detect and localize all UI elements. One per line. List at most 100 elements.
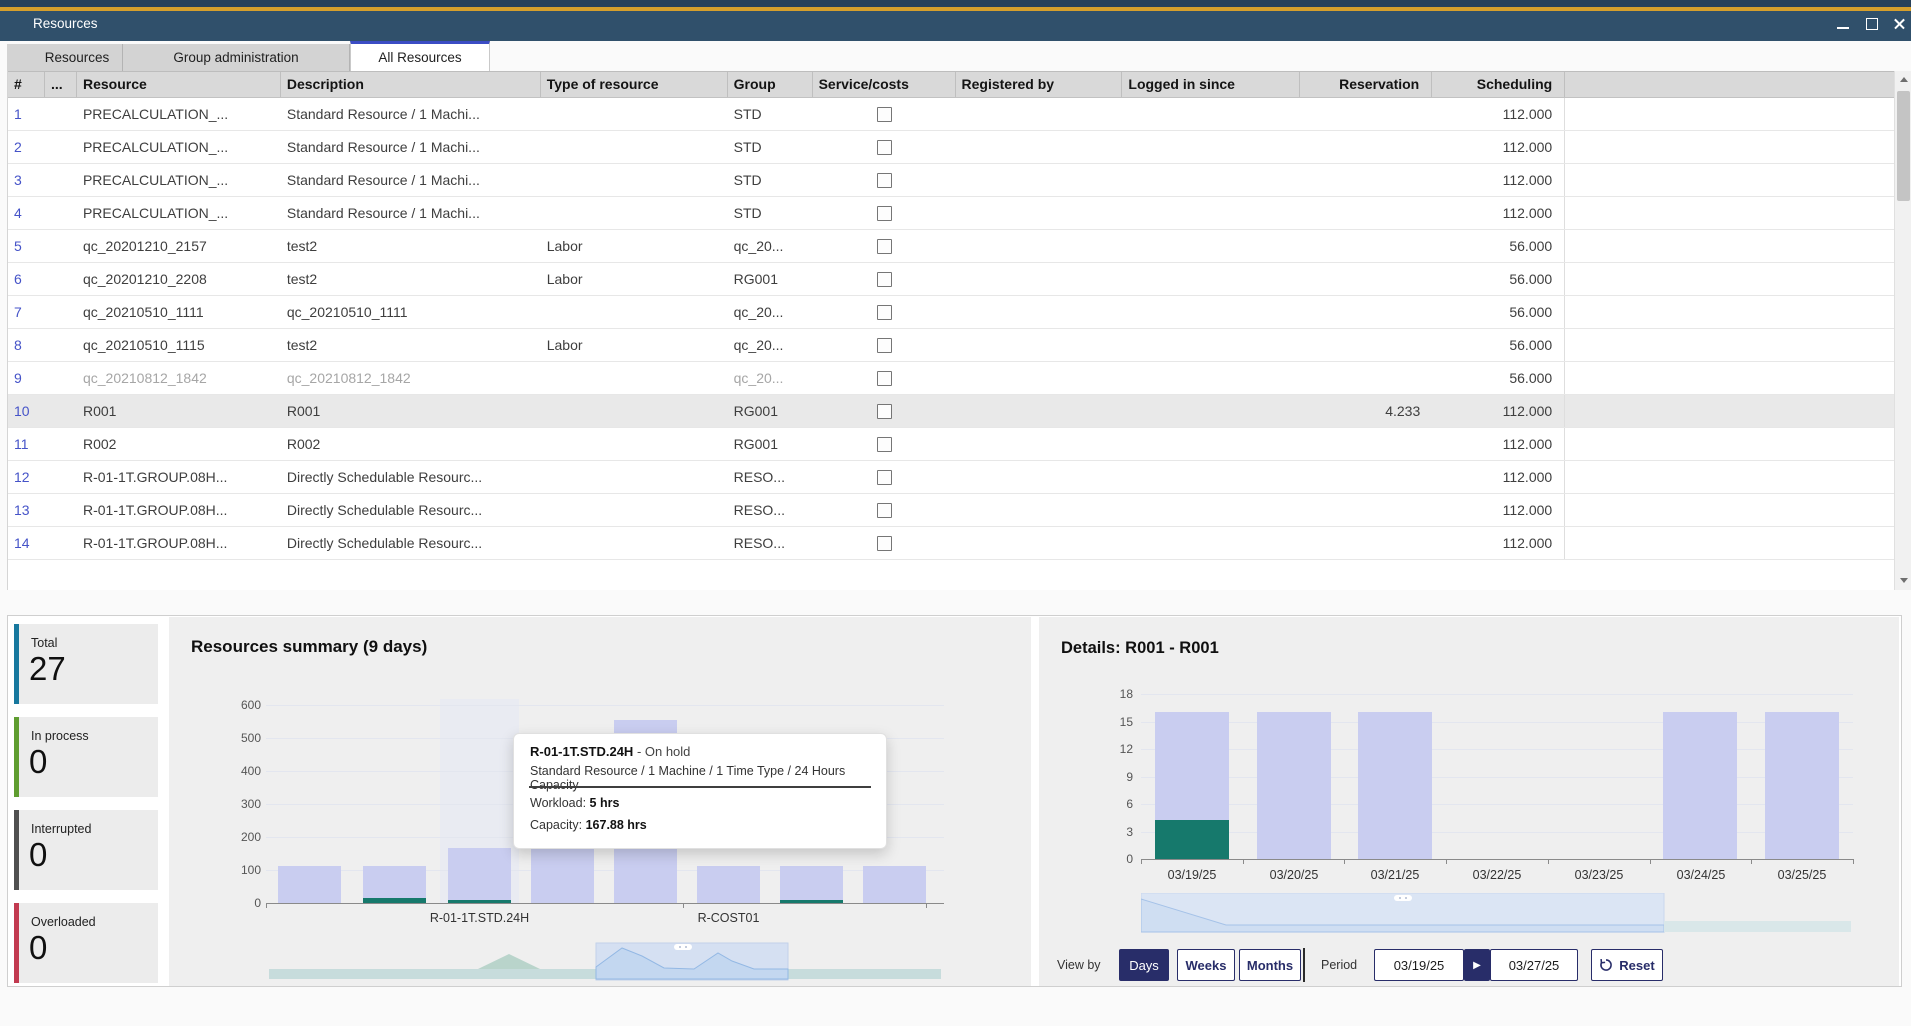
- period-start-input[interactable]: 03/19/25: [1374, 949, 1464, 981]
- capacity-bar[interactable]: [780, 866, 843, 903]
- column-header-logged-in-since[interactable]: Logged in since: [1122, 72, 1300, 97]
- table-row[interactable]: 3PRECALCULATION_...Standard Resource / 1…: [8, 164, 1894, 197]
- row-number[interactable]: 1: [8, 98, 45, 130]
- tooltip-workload-value: 5 hrs: [590, 796, 620, 810]
- cell-service-costs: [813, 461, 956, 493]
- column-header-registered-by[interactable]: Registered by: [956, 72, 1123, 97]
- service-costs-checkbox[interactable]: [877, 470, 892, 485]
- reset-button[interactable]: Reset: [1591, 949, 1663, 981]
- table-row[interactable]: 5qc_20201210_2157test2Laborqc_20...56.00…: [8, 230, 1894, 263]
- table-row[interactable]: 6qc_20201210_2208test2LaborRG00156.000: [8, 263, 1894, 296]
- table-row[interactable]: 7qc_20210510_1111qc_20210510_1111qc_20..…: [8, 296, 1894, 329]
- row-number[interactable]: 6: [8, 263, 45, 295]
- capacity-bar[interactable]: [863, 866, 926, 903]
- capacity-bar[interactable]: [1358, 712, 1432, 859]
- details-chart-navigator[interactable]: [1141, 893, 1853, 937]
- service-costs-checkbox[interactable]: [877, 206, 892, 221]
- capacity-bar[interactable]: [531, 849, 594, 903]
- period-next-button[interactable]: ▶: [1464, 949, 1490, 981]
- cell-description: Directly Schedulable Resourc...: [281, 461, 541, 493]
- service-costs-checkbox[interactable]: [877, 107, 892, 122]
- minimize-button[interactable]: [1831, 13, 1855, 35]
- service-costs-checkbox[interactable]: [877, 338, 892, 353]
- column-header-service-costs[interactable]: Service/costs: [813, 72, 956, 97]
- column-header-reservation[interactable]: Reservation: [1300, 72, 1432, 97]
- cell-resource: PRECALCULATION_...: [77, 164, 281, 196]
- cell-registered-by: [956, 296, 1123, 328]
- scroll-down-button[interactable]: [1895, 572, 1911, 589]
- gridline: [266, 705, 944, 706]
- cell-filler: [1565, 230, 1894, 262]
- table-row[interactable]: 4PRECALCULATION_...Standard Resource / 1…: [8, 197, 1894, 230]
- service-costs-checkbox[interactable]: [877, 404, 892, 419]
- row-number[interactable]: 13: [8, 494, 45, 526]
- table-row[interactable]: 14R-01-1T.GROUP.08H...Directly Schedulab…: [8, 527, 1894, 560]
- service-costs-checkbox[interactable]: [877, 305, 892, 320]
- row-number[interactable]: 10: [8, 395, 45, 427]
- table-row[interactable]: 2PRECALCULATION_...Standard Resource / 1…: [8, 131, 1894, 164]
- table-row[interactable]: 1PRECALCULATION_...Standard Resource / 1…: [8, 98, 1894, 131]
- row-number[interactable]: 2: [8, 131, 45, 163]
- service-costs-checkbox[interactable]: [877, 140, 892, 155]
- table-row[interactable]: 10R001R001RG0014.233112.000: [8, 395, 1894, 428]
- capacity-bar[interactable]: [1663, 712, 1737, 859]
- service-costs-checkbox[interactable]: [877, 272, 892, 287]
- row-number[interactable]: 12: [8, 461, 45, 493]
- row-number[interactable]: 11: [8, 428, 45, 460]
- cell-filler: [1565, 527, 1894, 559]
- tab-all-resources[interactable]: All Resources: [350, 41, 490, 71]
- tooltip-resource-name: R-01-1T.STD.24H: [530, 744, 633, 759]
- tab-group-administration[interactable]: Group administration: [123, 44, 350, 71]
- service-costs-checkbox[interactable]: [877, 503, 892, 518]
- column-header-more[interactable]: ...: [45, 72, 77, 97]
- service-costs-checkbox[interactable]: [877, 371, 892, 386]
- service-costs-checkbox[interactable]: [877, 437, 892, 452]
- column-header-num[interactable]: #: [8, 72, 45, 97]
- row-number[interactable]: 8: [8, 329, 45, 361]
- capacity-bar[interactable]: [1765, 712, 1839, 859]
- cell-group: RG001: [728, 263, 813, 295]
- column-header-resource[interactable]: Resource: [77, 72, 281, 97]
- view-by-days-button[interactable]: Days: [1119, 949, 1169, 981]
- period-end-input[interactable]: 03/27/25: [1490, 949, 1578, 981]
- capacity-bar[interactable]: [697, 866, 760, 903]
- row-number[interactable]: 4: [8, 197, 45, 229]
- table-row[interactable]: 13R-01-1T.GROUP.08H...Directly Schedulab…: [8, 494, 1894, 527]
- view-by-months-button[interactable]: Months: [1239, 949, 1301, 981]
- cell-registered-by: [956, 98, 1123, 130]
- maximize-button[interactable]: [1859, 13, 1883, 35]
- service-costs-checkbox[interactable]: [877, 239, 892, 254]
- table-row[interactable]: 11R002R002RG001112.000: [8, 428, 1894, 461]
- service-costs-checkbox[interactable]: [877, 173, 892, 188]
- axis-tick: [266, 903, 267, 908]
- column-header-scheduling[interactable]: Scheduling: [1432, 72, 1565, 97]
- row-number[interactable]: 5: [8, 230, 45, 262]
- column-header-type-of-resource[interactable]: Type of resource: [541, 72, 728, 97]
- service-costs-checkbox[interactable]: [877, 536, 892, 551]
- cell-scheduling: 56.000: [1432, 296, 1565, 328]
- row-number[interactable]: 3: [8, 164, 45, 196]
- view-by-weeks-button[interactable]: Weeks: [1177, 949, 1235, 981]
- row-number[interactable]: 7: [8, 296, 45, 328]
- scroll-up-button[interactable]: [1895, 71, 1911, 88]
- capacity-bar[interactable]: [448, 848, 511, 903]
- tooltip-capacity-value: 167.88 hrs: [586, 818, 647, 832]
- navigator-brush-handle[interactable]: [674, 944, 692, 950]
- table-row[interactable]: 8qc_20210510_1115test2Laborqc_20...56.00…: [8, 329, 1894, 362]
- cell-scheduling: 112.000: [1432, 131, 1565, 163]
- summary-chart-navigator[interactable]: [266, 941, 944, 981]
- column-header-group[interactable]: Group: [728, 72, 813, 97]
- table-scrollbar[interactable]: [1894, 71, 1911, 590]
- table-row[interactable]: 12R-01-1T.GROUP.08H...Directly Schedulab…: [8, 461, 1894, 494]
- close-button[interactable]: [1887, 13, 1911, 35]
- tab-resources[interactable]: Resources: [32, 44, 123, 71]
- row-number[interactable]: 9: [8, 362, 45, 394]
- table-row[interactable]: 9qc_20210812_1842qc_20210812_1842qc_20..…: [8, 362, 1894, 395]
- capacity-bar[interactable]: [1257, 712, 1331, 859]
- row-number[interactable]: 14: [8, 527, 45, 559]
- workload-bar[interactable]: [1155, 820, 1229, 859]
- details-brush-handle[interactable]: [1394, 895, 1412, 901]
- capacity-bar[interactable]: [278, 866, 341, 903]
- scrollbar-thumb[interactable]: [1897, 91, 1910, 201]
- column-header-description[interactable]: Description: [281, 72, 541, 97]
